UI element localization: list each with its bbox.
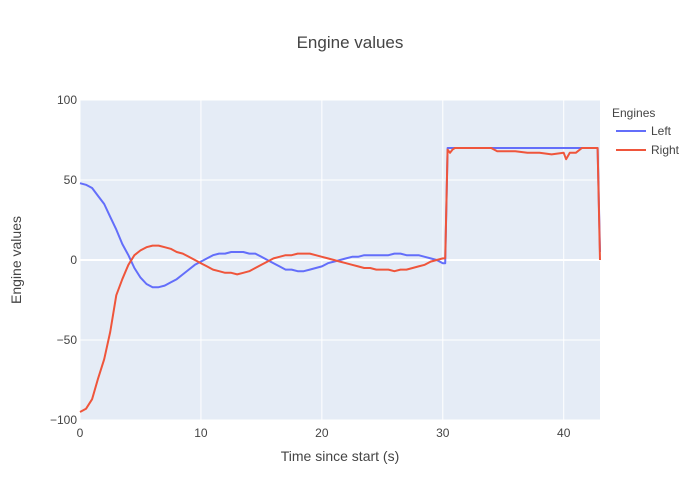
series-line-right — [79, 147, 601, 413]
x-tick-label: 10 — [194, 426, 208, 440]
y-tick-label: 100 — [57, 93, 77, 107]
y-axis-title: Engine values — [8, 216, 24, 304]
y-tick-label: 0 — [70, 253, 77, 267]
x-axis-ticks: 0 10 20 30 40 — [77, 426, 571, 440]
x-tick-label: 20 — [315, 426, 329, 440]
y-axis-ticks: −100 −50 0 50 100 — [50, 93, 77, 427]
gridlines — [79, 99, 600, 421]
legend-label: Right — [651, 143, 680, 157]
x-axis-title: Time since start (s) — [281, 448, 400, 464]
y-tick-label: −100 — [50, 413, 77, 427]
chart-title: Engine values — [297, 33, 404, 52]
legend-item-left[interactable]: Left — [616, 124, 672, 138]
legend[interactable]: Engines Left Right — [612, 106, 680, 157]
y-tick-label: 50 — [64, 173, 78, 187]
legend-title: Engines — [612, 106, 655, 120]
x-tick-label: 0 — [77, 426, 84, 440]
y-tick-label: −50 — [57, 333, 78, 347]
legend-item-right[interactable]: Right — [616, 143, 680, 157]
x-tick-label: 30 — [436, 426, 450, 440]
legend-label: Left — [651, 124, 672, 138]
series-lines — [79, 147, 601, 413]
x-tick-label: 40 — [557, 426, 571, 440]
